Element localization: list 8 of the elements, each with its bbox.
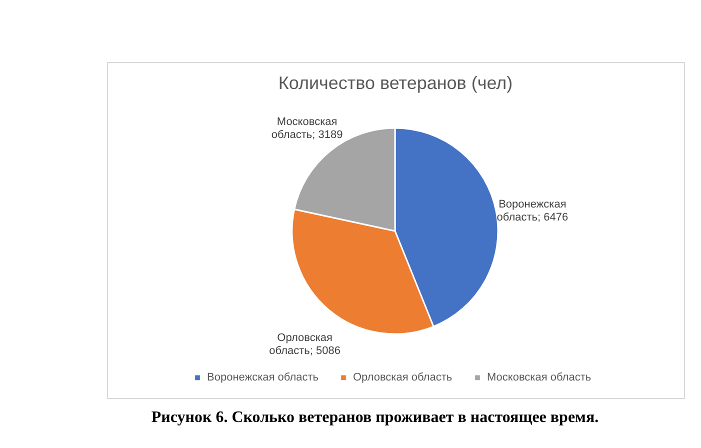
chart-title: Количество ветеранов (чел) — [278, 73, 513, 93]
legend-label: Воронежская область — [207, 372, 319, 384]
data-label: Московская область; 3189 — [271, 116, 343, 142]
legend-label: Орловская область — [353, 372, 452, 384]
data-label: Воронежская область; 6476 — [496, 198, 568, 224]
text: Рисунок 6. Сколько ветеранов проживает в настоящее время. — [151, 409, 599, 426]
data-label: Орловская область; 5086 — [269, 332, 340, 358]
legend-label: Московская область — [487, 372, 592, 384]
